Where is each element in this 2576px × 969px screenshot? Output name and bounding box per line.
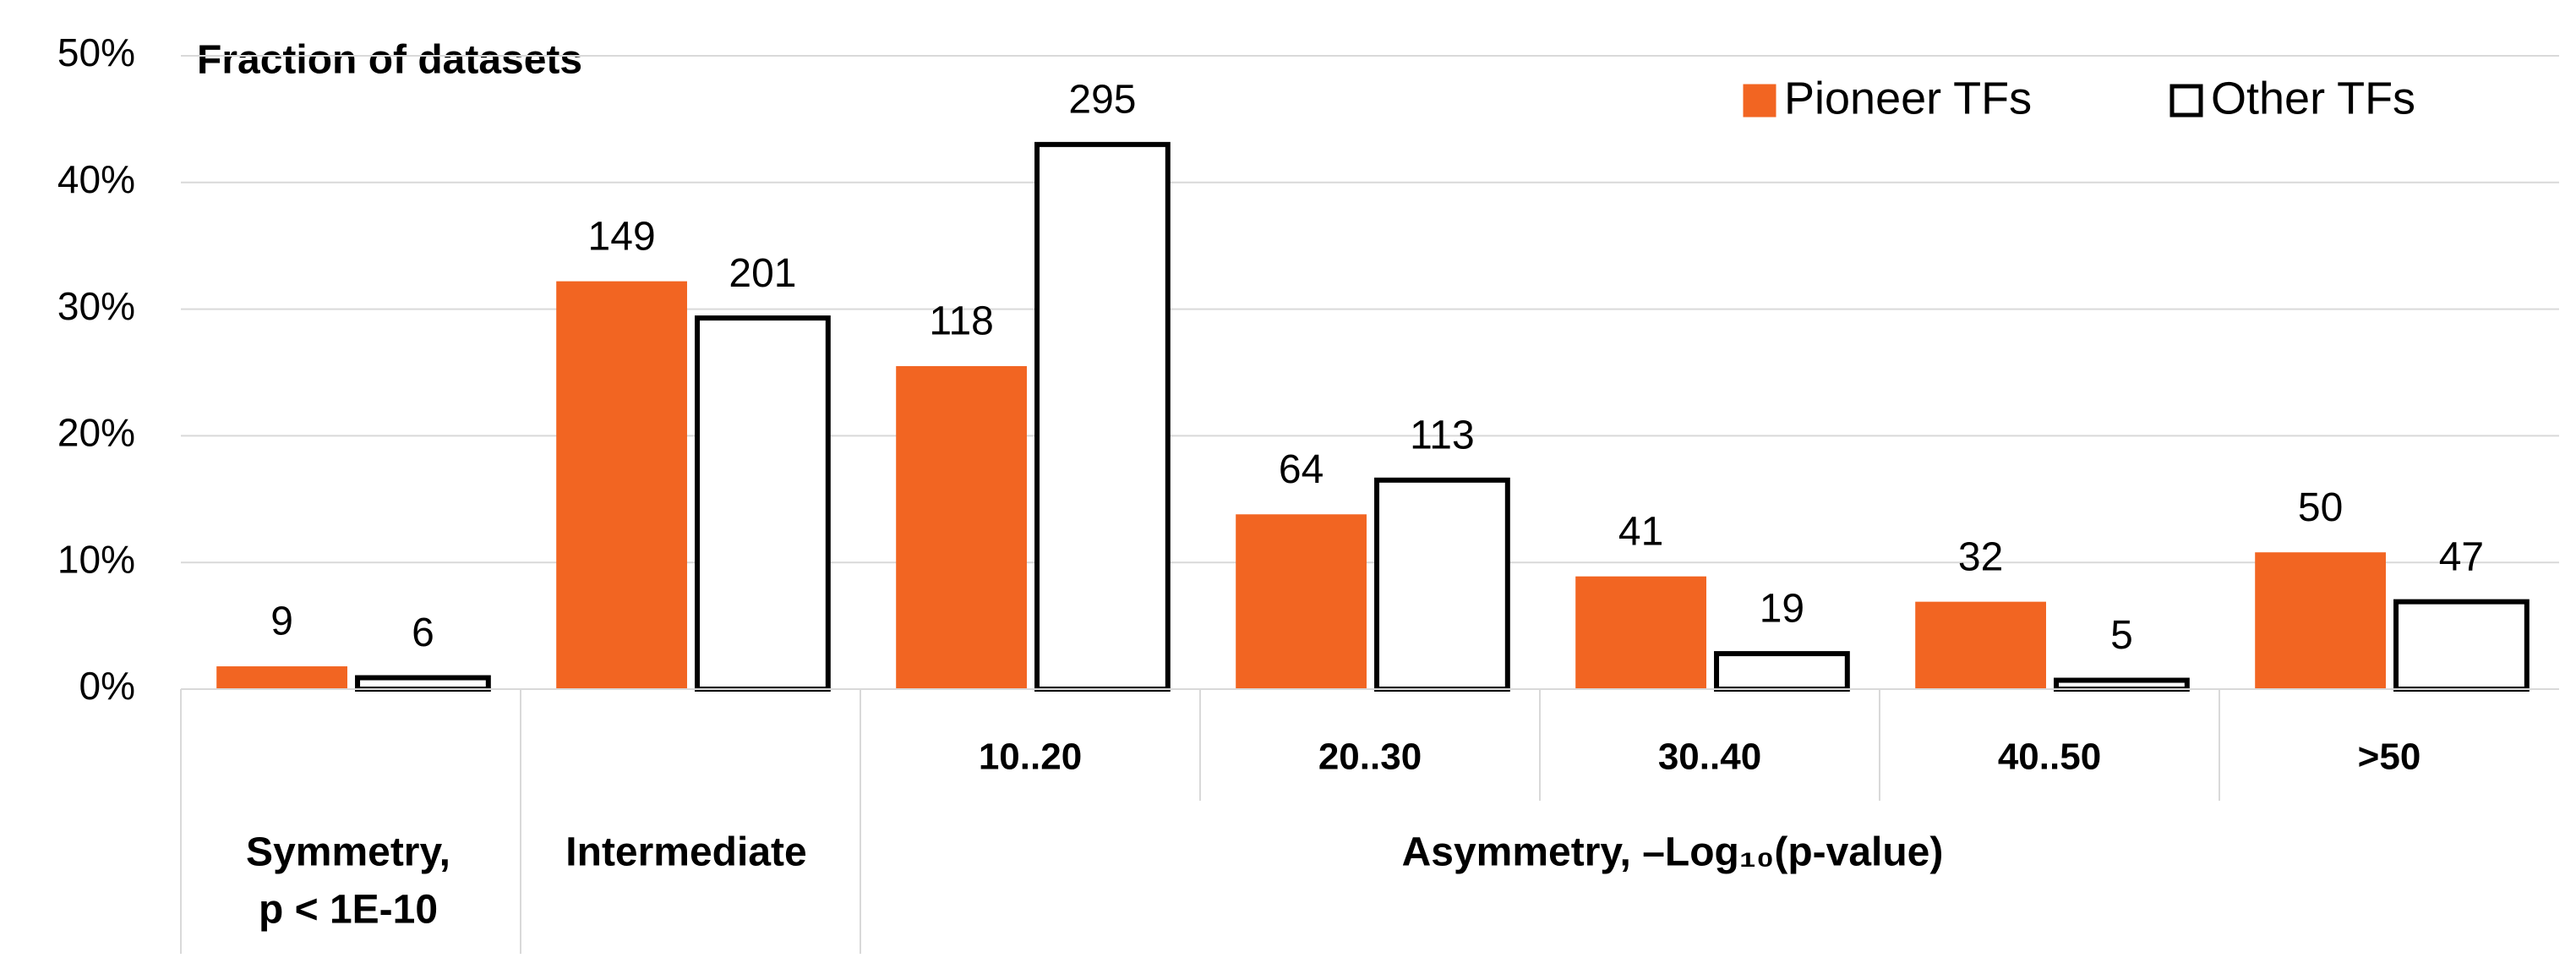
group-label: Asymmetry, –Log₁₀(p-value)	[1402, 830, 1944, 875]
bar	[2054, 677, 2190, 692]
bar	[1915, 601, 2046, 689]
y-tick-label: 10%	[57, 537, 135, 581]
bar	[556, 281, 687, 689]
y-tick-label: 20%	[57, 411, 135, 455]
bar	[216, 666, 347, 689]
x-tick-label: 20..30	[1318, 736, 1422, 778]
data-label: 6	[412, 610, 434, 655]
legend-label: Other TFs	[2211, 73, 2415, 123]
data-label: 41	[1618, 509, 1663, 554]
data-label: 295	[1068, 78, 1136, 123]
bar	[2393, 599, 2530, 692]
bar	[2255, 552, 2386, 689]
data-label: 118	[929, 299, 994, 344]
data-label: 201	[729, 251, 796, 296]
y-tick-label: 30%	[57, 284, 135, 328]
data-label: 5	[2110, 613, 2133, 658]
data-label: 19	[1760, 587, 1804, 632]
x-tick-label: 30..40	[1658, 736, 1761, 778]
group-label: p < 1E-10	[259, 888, 438, 933]
x-tick-label: 40..50	[1998, 736, 2101, 778]
data-label: 113	[1410, 413, 1475, 458]
data-label: 149	[588, 214, 656, 259]
data-label: 32	[1958, 534, 2003, 579]
bar	[695, 315, 831, 692]
bar	[1714, 651, 1850, 693]
group-label: Symmetry,	[246, 830, 450, 875]
data-label: 47	[2439, 534, 2484, 579]
x-tick-label: >50	[2358, 736, 2421, 778]
y-tick-label: 50%	[57, 30, 135, 74]
legend-label: Pioneer TFs	[1784, 73, 2032, 123]
bar	[1374, 477, 1510, 693]
x-tick-label: 10..20	[979, 736, 1082, 778]
y-tick-label: 40%	[57, 157, 135, 201]
bar	[896, 366, 1027, 689]
chart-title: Fraction of datasets	[197, 38, 582, 83]
data-label: 50	[2298, 485, 2343, 530]
legend-swatch	[2169, 84, 2203, 118]
bar	[1575, 576, 1706, 689]
legend-swatch	[1743, 84, 1776, 118]
y-tick-label: 0%	[79, 664, 135, 708]
bar	[355, 675, 491, 693]
group-label: Intermediate	[565, 830, 806, 875]
data-label: 64	[1279, 447, 1323, 492]
bar	[1034, 141, 1171, 693]
bar	[1236, 514, 1367, 689]
data-label: 9	[270, 599, 293, 644]
